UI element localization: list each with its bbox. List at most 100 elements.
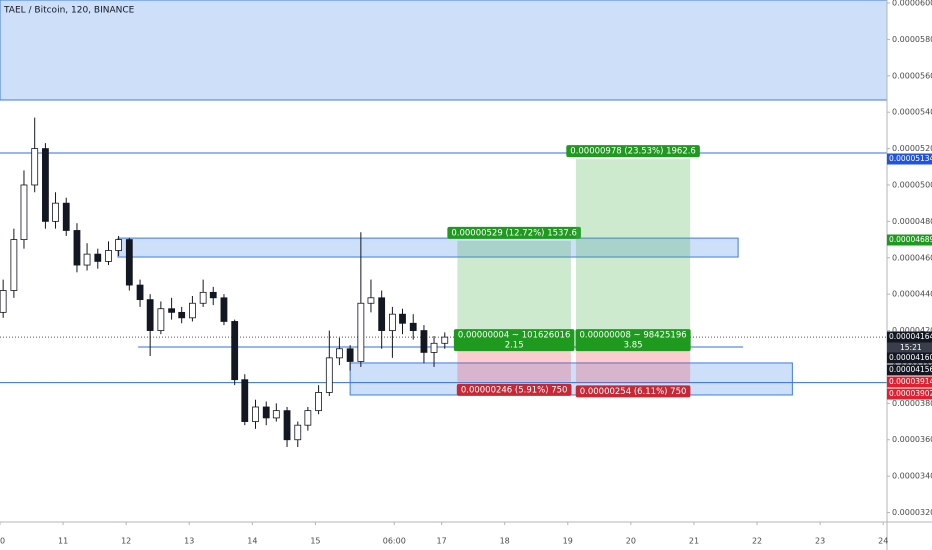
candle-body	[146, 299, 154, 331]
stop-label-bg	[456, 383, 572, 396]
y-tick-label: 0.00004600	[892, 253, 932, 262]
price-tag-text: 0.00005134	[889, 154, 932, 163]
y-tick-label: 0.00005600	[892, 71, 932, 80]
price-tag	[887, 342, 932, 354]
stop-label-text: 0.00000254 (6.11%) 750	[580, 387, 687, 397]
price-tag	[887, 234, 932, 246]
price-tag	[887, 364, 932, 376]
candle-body	[304, 410, 312, 426]
target-label-bg	[447, 226, 581, 239]
zone	[0, 0, 887, 101]
x-tick-label: 10	[0, 537, 5, 546]
candle-body	[136, 284, 144, 301]
x-tick-label: 18	[500, 537, 510, 546]
candle-body	[0, 290, 7, 313]
candle-body	[94, 253, 102, 262]
candle-body	[20, 184, 28, 240]
entry-label-bg	[453, 329, 575, 352]
y-tick-label: 0.00005200	[892, 144, 932, 153]
candle-body	[115, 239, 123, 251]
candle-body	[220, 297, 228, 322]
candle-body	[283, 410, 291, 441]
entry-label-text: 3.85	[624, 341, 643, 351]
candle-body	[178, 311, 186, 319]
candle-body	[73, 230, 81, 266]
profit-zone	[457, 240, 571, 338]
candle-body	[420, 330, 428, 353]
candle-body	[83, 253, 91, 266]
profit-zone	[575, 159, 691, 338]
x-tick-label: 12	[121, 537, 131, 546]
candle-body	[315, 392, 322, 412]
x-tick-label: 19	[563, 537, 573, 546]
x-tick-label: 11	[58, 537, 68, 546]
price-tag-text: 0.00004160	[889, 353, 932, 362]
x-tick-label: 17	[437, 537, 447, 546]
x-tick-label: 06:00	[383, 537, 406, 546]
candle-body	[241, 379, 249, 422]
candle-body	[441, 336, 449, 344]
candle-body	[199, 291, 207, 304]
candle-body	[430, 342, 438, 353]
entry-label-text: 2.15	[505, 341, 524, 351]
y-tick-label: 0.00003400	[892, 472, 932, 481]
candle-body	[388, 313, 396, 331]
candle-body	[125, 239, 133, 286]
target-label: 0.00000529 (12.72%) 1537.6	[447, 226, 581, 239]
plot-area	[0, 0, 887, 448]
candle-body	[105, 250, 112, 262]
candle-body	[399, 313, 406, 324]
symbol-title: TAEL / Bitcoin, 120, BINANCE	[3, 6, 135, 16]
entry-label-text: 0.00000004 ~ 101626016	[458, 331, 571, 341]
candle-body	[272, 410, 280, 419]
stop-label-text: 0.00000246 (5.91%) 750	[461, 385, 568, 395]
price-tag-text: 0.00003914	[889, 377, 932, 386]
stop-label: 0.00000254 (6.11%) 750	[575, 385, 691, 398]
target-label: 0.00000978 (23.53%) 1962.6	[566, 145, 700, 158]
candle-body	[31, 148, 39, 186]
candle-body	[378, 297, 386, 331]
x-tick-label: 24	[878, 537, 888, 546]
positions: 0.00000529 (12.72%) 1537.6 0.00000004 ~ 1…	[447, 145, 700, 398]
x-tick-label: 21	[689, 537, 699, 546]
candle-body	[189, 302, 196, 319]
candle-body	[10, 239, 18, 291]
candle-body	[231, 321, 239, 381]
x-tick-label: 23	[815, 537, 825, 546]
stop-label: 0.00000246 (5.91%) 750	[456, 383, 572, 396]
candle-body	[346, 348, 354, 362]
candle-body	[62, 202, 70, 231]
price-tag	[887, 331, 932, 343]
candle-body	[367, 297, 375, 304]
candle-body	[409, 322, 417, 331]
candle-body	[168, 308, 175, 313]
price-tag-text: 0.00004164	[889, 332, 932, 341]
y-tick-label: 0.00006000	[892, 0, 932, 8]
price-tag	[887, 376, 932, 388]
target-label-bg	[566, 145, 700, 158]
candle-body	[262, 406, 270, 419]
target-label-text: 0.00000529 (12.72%) 1537.6	[451, 228, 577, 238]
y-tick-label: 0.00005400	[892, 108, 932, 117]
stop-label-bg	[575, 385, 691, 398]
target-label-text: 0.00000978 (23.53%) 1962.6	[570, 147, 696, 157]
candle-body	[42, 148, 49, 222]
entry-label-bg	[575, 329, 691, 352]
price-tag	[887, 352, 932, 364]
x-tick-label: 22	[752, 537, 762, 546]
y-tick-label: 0.00005000	[892, 180, 932, 189]
price-tag-text: 0.00004156	[889, 365, 932, 374]
candle-body	[252, 406, 259, 422]
candle-body	[52, 202, 59, 222]
candle-body	[157, 308, 165, 331]
y-tick-label: 0.00005800	[892, 35, 932, 44]
y-tick-label: 0.00004200	[892, 326, 932, 335]
price-tag-text: 0.00003902	[889, 389, 932, 398]
x-tick-label: 14	[247, 537, 257, 546]
entry-label-text: 0.00000008 ~ 98425196	[579, 331, 686, 341]
y-tick-label: 0.00003200	[892, 508, 932, 517]
x-tick-label: 20	[626, 537, 636, 546]
